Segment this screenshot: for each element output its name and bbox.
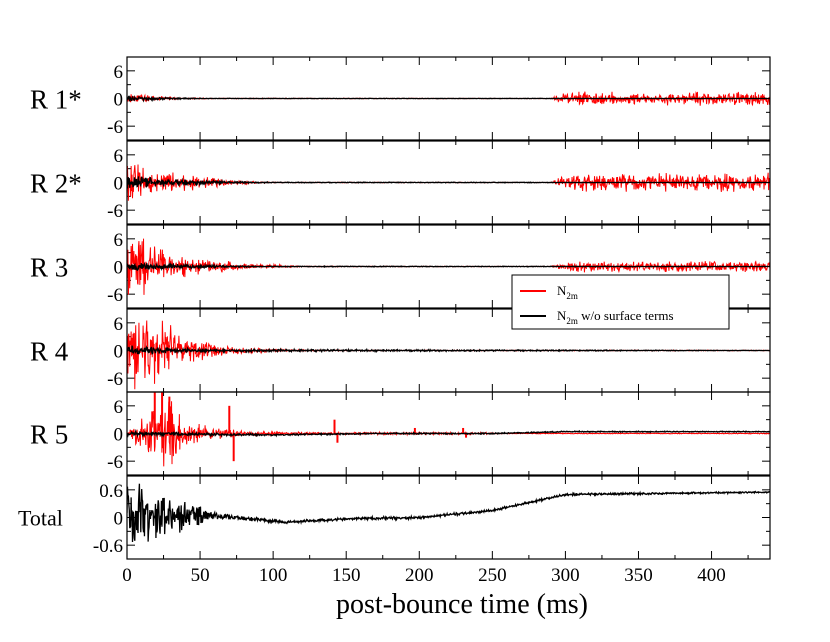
legend-label-n2m: N2m bbox=[557, 283, 578, 301]
x-tick-label: 0 bbox=[122, 565, 132, 586]
panel-4: 6 0 -6 R 4 bbox=[30, 308, 771, 393]
legend-label-n2m-wo-surface: N2m w/o surface terms bbox=[557, 308, 674, 326]
panel-label: R 4 bbox=[30, 337, 69, 367]
panel-series bbox=[127, 91, 770, 107]
y-tick-label: 6 bbox=[114, 314, 124, 335]
x-tick-label: 250 bbox=[478, 565, 507, 586]
y-tick-label: 6 bbox=[114, 146, 124, 167]
y-tick-label: -6 bbox=[107, 369, 123, 390]
legend-label-n2m-name: N bbox=[557, 283, 567, 298]
panel-label: R 5 bbox=[30, 420, 68, 450]
x-axis-label: post-bounce time (ms) bbox=[336, 589, 588, 620]
x-tick-label: 100 bbox=[259, 565, 288, 586]
y-tick-label: 6 bbox=[114, 397, 124, 418]
legend-label-n2m-wo-surface-suffix: w/o surface terms bbox=[578, 308, 674, 323]
y-tick-label: -6 bbox=[107, 201, 123, 222]
panel-label: R 1* bbox=[30, 85, 82, 115]
y-tick-label: -6 bbox=[107, 117, 123, 138]
y-tick-label: -6 bbox=[107, 452, 123, 473]
series-n2m bbox=[127, 320, 770, 390]
panel-frame bbox=[126, 140, 771, 225]
y-tick-label: 0.6 bbox=[99, 481, 123, 502]
panel-6: 0.6 0 -0.6 Total bbox=[18, 475, 771, 560]
chart-panels: 6 0 -6 R 1* 6 0 -6 R 2* 6 0 -6 R 3 6 0 -6 R 4 6 0 -6 R 5 0.6… bbox=[18, 56, 771, 560]
y-tick-label: 0 bbox=[114, 258, 124, 279]
panel-frame bbox=[126, 224, 771, 309]
x-tick-label: 350 bbox=[624, 565, 653, 586]
x-tick-label: 50 bbox=[191, 565, 210, 586]
panel-label: R 2* bbox=[30, 169, 82, 199]
panel-series bbox=[127, 238, 770, 295]
y-tick-label: 6 bbox=[114, 62, 124, 83]
series-n2m-wo-surface bbox=[127, 95, 770, 103]
legend-label-n2m-wo-surface-sub: 2m bbox=[566, 316, 578, 326]
panel-5: 6 0 -6 R 5 bbox=[30, 391, 771, 476]
x-tick-label: 200 bbox=[405, 565, 434, 586]
y-tick-label: 0 bbox=[114, 174, 124, 195]
series-n2m-wo-surface bbox=[127, 483, 770, 543]
x-tick-label: 400 bbox=[697, 565, 726, 586]
panel-frame bbox=[126, 56, 771, 141]
x-tick-label: 150 bbox=[332, 565, 361, 586]
x-tick-label: 300 bbox=[551, 565, 580, 586]
panel-series bbox=[127, 483, 770, 543]
y-tick-label: 0 bbox=[114, 90, 124, 111]
panel-series bbox=[127, 392, 770, 467]
y-tick-label: 0 bbox=[114, 425, 124, 446]
y-tick-label: 6 bbox=[114, 230, 124, 251]
panel-2: 6 0 -6 R 2* bbox=[30, 140, 771, 225]
legend-box bbox=[511, 274, 730, 330]
panel-3: 6 0 -6 R 3 bbox=[30, 224, 771, 309]
y-tick-label: -6 bbox=[107, 285, 123, 306]
panel-series bbox=[127, 164, 770, 201]
y-tick-label: 0 bbox=[114, 342, 124, 363]
x-axis-ticks: 0 50 100 150 200 250 300 350 400 bbox=[122, 565, 726, 586]
panel-frame bbox=[126, 475, 771, 560]
series-n2m-wo-surface bbox=[127, 176, 770, 189]
series-n2m-wo-surface bbox=[127, 261, 770, 272]
legend: N2m N2m w/o surface terms bbox=[511, 274, 730, 330]
y-tick-label: -0.6 bbox=[93, 536, 123, 557]
legend-label-n2m-sub: 2m bbox=[566, 291, 578, 301]
panel-frame bbox=[126, 391, 771, 476]
panel-series bbox=[127, 320, 770, 390]
series-n2m-wo-surface bbox=[127, 428, 770, 438]
panel-label: Total bbox=[18, 506, 63, 531]
legend-label-n2m-wo-surface-name: N bbox=[557, 308, 567, 323]
panel-1: 6 0 -6 R 1* bbox=[30, 56, 771, 141]
y-tick-label: 0 bbox=[114, 509, 124, 530]
series-n2m-wo-surface bbox=[127, 345, 770, 355]
panel-label: R 3 bbox=[30, 253, 68, 283]
